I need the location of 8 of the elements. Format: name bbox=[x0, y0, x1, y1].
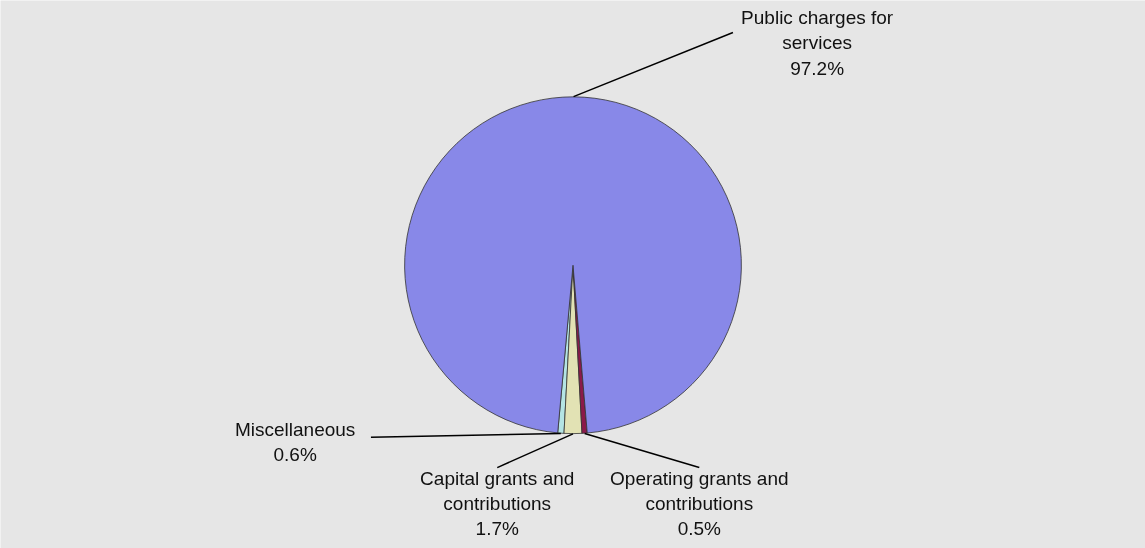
slice-label: Miscellaneous bbox=[234, 419, 356, 441]
data-label: 0.5% bbox=[677, 517, 722, 539]
slice-label: Public charges for services bbox=[741, 7, 894, 54]
data-label: 97.2% bbox=[790, 57, 845, 79]
slice-label: Capital grants and contributions bbox=[420, 467, 575, 514]
data-label: 1.7% bbox=[475, 517, 519, 539]
data-label: 0.6% bbox=[273, 444, 317, 466]
slice-label: Operating grants and contributions bbox=[610, 467, 789, 514]
